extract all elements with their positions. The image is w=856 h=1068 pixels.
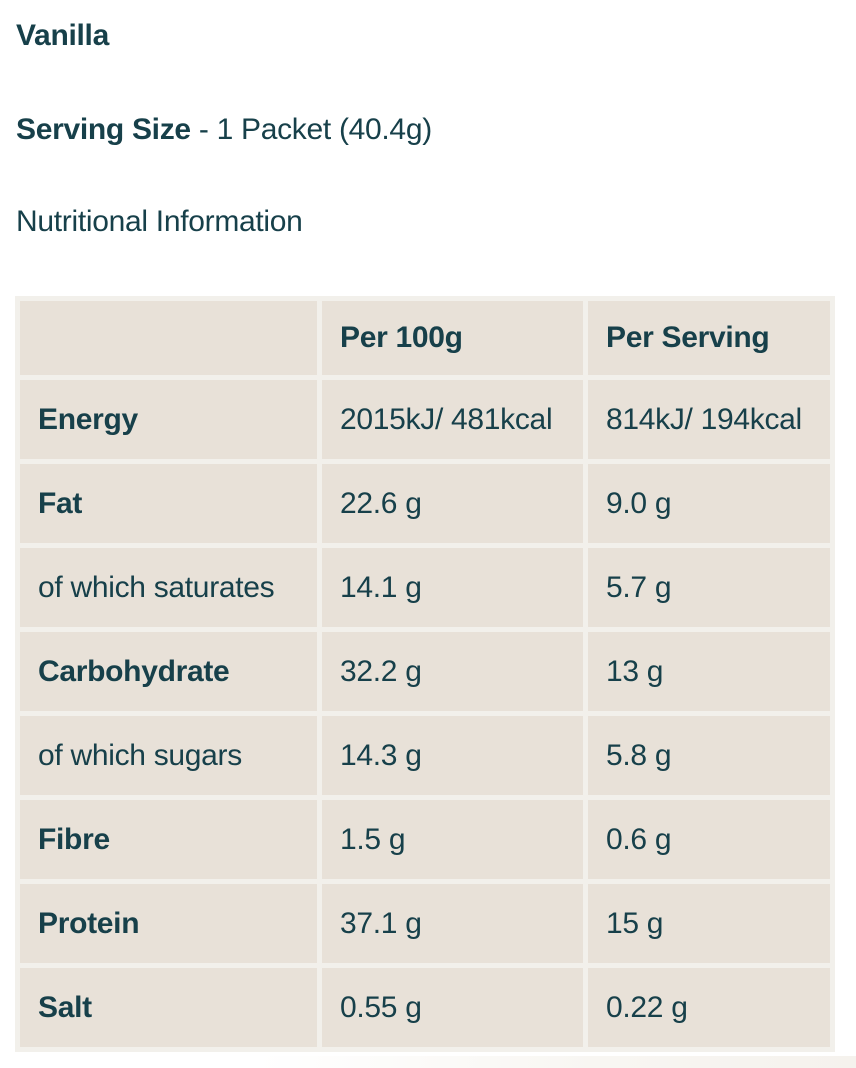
column-header-blank: [20, 301, 317, 375]
per-serving-value: 814kJ/ 194kcal: [588, 380, 830, 459]
per-100g-value: 37.1 g: [322, 884, 583, 963]
per-100g-value: 22.6 g: [322, 464, 583, 543]
column-header-per-serving: Per Serving: [588, 301, 830, 375]
table-row-fat: Fat 22.6 g 9.0 g: [20, 464, 830, 543]
per-100g-value: 14.3 g: [322, 716, 583, 795]
row-label: Carbohydrate: [20, 632, 317, 711]
per-serving-value: 9.0 g: [588, 464, 830, 543]
nutrition-table-body: Energy 2015kJ/ 481kcal 814kJ/ 194kcal Fa…: [20, 380, 830, 1047]
serving-size-value: - 1 Packet (40.4g): [190, 113, 432, 146]
nutrition-table-header: Per 100g Per Serving: [20, 301, 830, 375]
nutrition-table: Per 100g Per Serving Energy 2015kJ/ 481k…: [15, 296, 835, 1052]
per-serving-value: 15 g: [588, 884, 830, 963]
table-row-salt: Salt 0.55 g 0.22 g: [20, 968, 830, 1047]
row-label: Energy: [20, 380, 317, 459]
serving-size-label: Serving Size: [16, 113, 191, 146]
row-label: Salt: [20, 968, 317, 1047]
per-100g-value: 14.1 g: [322, 548, 583, 627]
per-serving-value: 5.7 g: [588, 548, 830, 627]
per-100g-value: 1.5 g: [322, 800, 583, 879]
bottom-gradient: [0, 1056, 856, 1068]
header-row: Per 100g Per Serving: [20, 301, 830, 375]
serving-size-line: Serving Size - 1 Packet (40.4g): [16, 112, 840, 148]
table-row-saturates: of which saturates 14.1 g 5.7 g: [20, 548, 830, 627]
row-label: of which saturates: [20, 548, 317, 627]
per-100g-value: 32.2 g: [322, 632, 583, 711]
row-label: Fat: [20, 464, 317, 543]
flavor-heading: Vanilla: [16, 19, 109, 52]
table-row-carbohydrate: Carbohydrate 32.2 g 13 g: [20, 632, 830, 711]
per-serving-value: 5.8 g: [588, 716, 830, 795]
row-label: of which sugars: [20, 716, 317, 795]
nutritional-information-title: Nutritional Information: [16, 205, 303, 238]
table-row-fibre: Fibre 1.5 g 0.6 g: [20, 800, 830, 879]
table-row-energy: Energy 2015kJ/ 481kcal 814kJ/ 194kcal: [20, 380, 830, 459]
per-serving-value: 0.6 g: [588, 800, 830, 879]
per-100g-value: 2015kJ/ 481kcal: [322, 380, 583, 459]
per-serving-value: 0.22 g: [588, 968, 830, 1047]
per-serving-value: 13 g: [588, 632, 830, 711]
row-label: Fibre: [20, 800, 317, 879]
column-header-per-100g: Per 100g: [322, 301, 583, 375]
per-100g-value: 0.55 g: [322, 968, 583, 1047]
table-row-protein: Protein 37.1 g 15 g: [20, 884, 830, 963]
table-row-sugars: of which sugars 14.3 g 5.8 g: [20, 716, 830, 795]
row-label: Protein: [20, 884, 317, 963]
